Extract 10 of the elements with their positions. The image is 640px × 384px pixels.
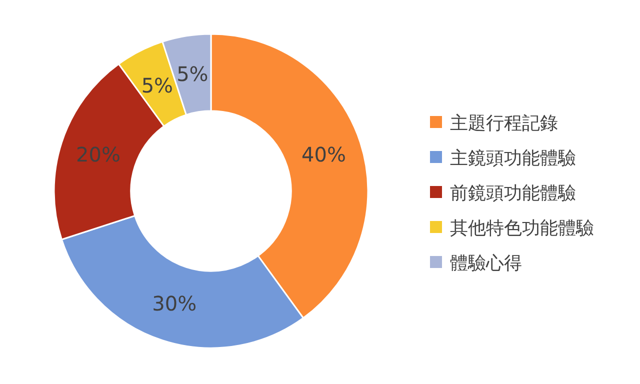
- legend-label: 主鏡頭功能體驗: [450, 148, 576, 169]
- data-label: 30%: [152, 292, 197, 316]
- legend-label: 其他特色功能體驗: [450, 218, 594, 239]
- legend-label: 前鏡頭功能體驗: [450, 183, 576, 204]
- data-label: 40%: [302, 142, 346, 166]
- legend-label: 體驗心得: [450, 253, 522, 274]
- data-label: 5%: [176, 62, 208, 86]
- data-label: 20%: [76, 142, 120, 166]
- data-label: 5%: [141, 73, 174, 98]
- legend-label: 主題行程記錄: [450, 113, 558, 134]
